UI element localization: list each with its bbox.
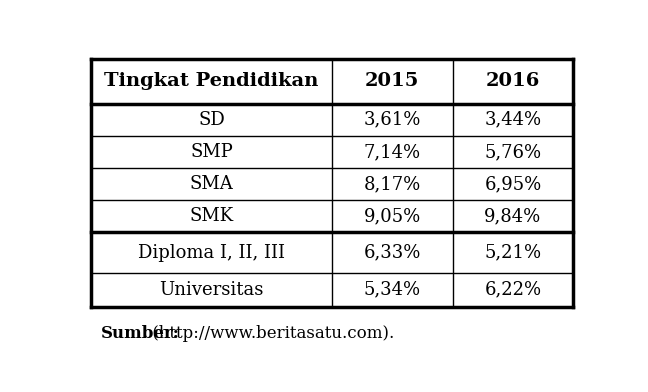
Text: Universitas: Universitas xyxy=(159,281,264,299)
Text: 3,44%: 3,44% xyxy=(484,111,542,129)
Text: (http://www.beritasatu.com).: (http://www.beritasatu.com). xyxy=(147,325,395,342)
Text: Sumber:: Sumber: xyxy=(101,325,180,342)
Text: SMA: SMA xyxy=(190,175,233,193)
Text: 9,05%: 9,05% xyxy=(364,207,421,225)
Text: SMP: SMP xyxy=(191,143,233,161)
Text: Diploma I, II, III: Diploma I, II, III xyxy=(138,243,285,261)
Text: 9,84%: 9,84% xyxy=(484,207,542,225)
Text: 2016: 2016 xyxy=(486,73,540,91)
Text: 3,61%: 3,61% xyxy=(364,111,421,129)
Text: SMK: SMK xyxy=(189,207,234,225)
Text: 2015: 2015 xyxy=(365,73,419,91)
Text: SD: SD xyxy=(198,111,225,129)
Text: 7,14%: 7,14% xyxy=(364,143,421,161)
Text: 6,33%: 6,33% xyxy=(364,243,421,261)
Text: 8,17%: 8,17% xyxy=(364,175,421,193)
Text: Tingkat Pendidikan: Tingkat Pendidikan xyxy=(104,73,319,91)
Text: 5,76%: 5,76% xyxy=(484,143,542,161)
Text: 5,21%: 5,21% xyxy=(484,243,542,261)
Text: 6,95%: 6,95% xyxy=(484,175,542,193)
Text: 6,22%: 6,22% xyxy=(484,281,542,299)
Text: 5,34%: 5,34% xyxy=(364,281,421,299)
